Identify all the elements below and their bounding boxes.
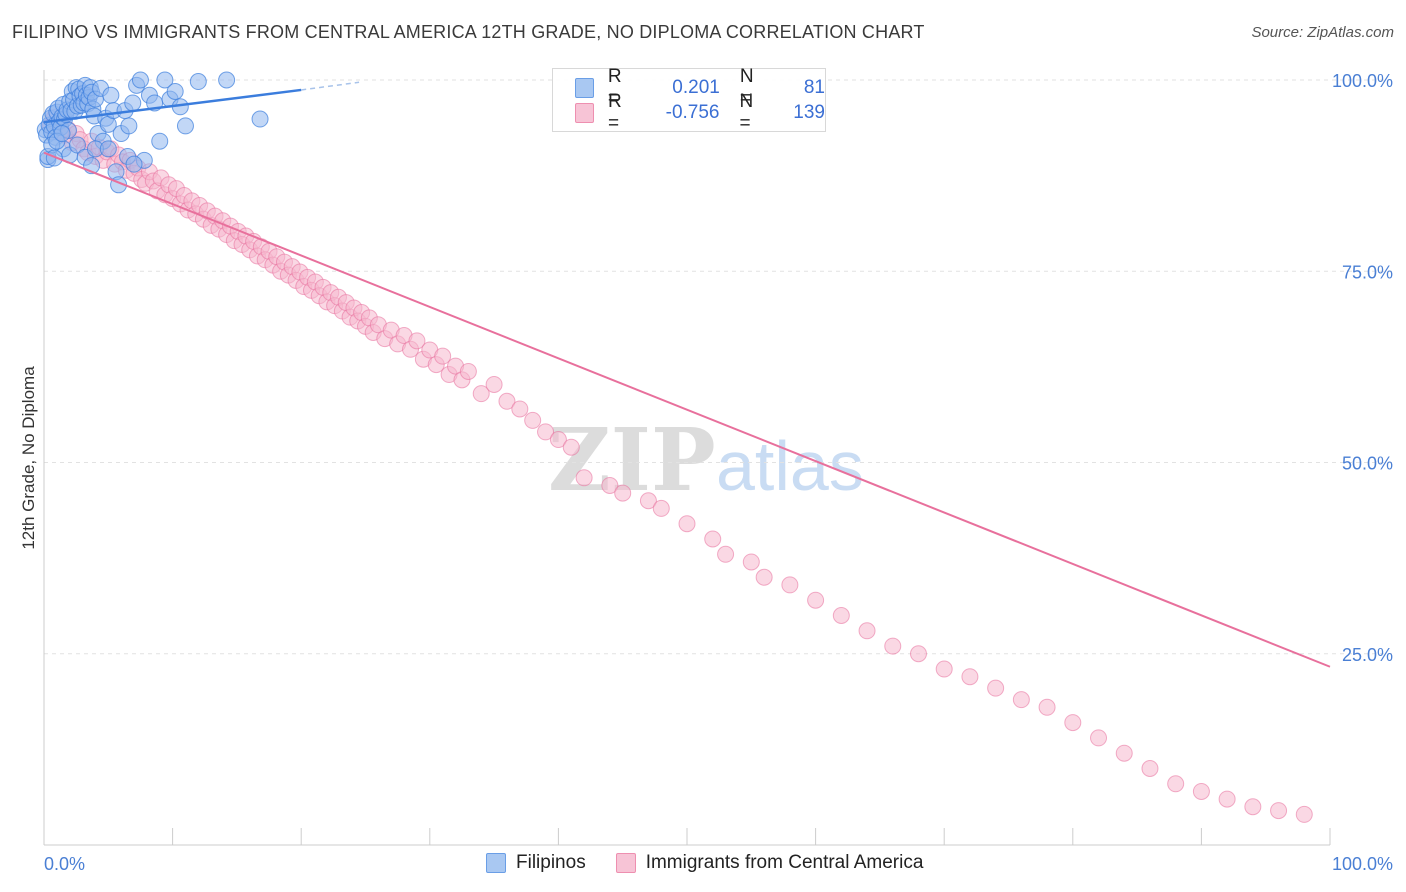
legend-n-label: N = [739, 91, 754, 134]
legend-n-label: N = [739, 66, 754, 109]
point-immigrants [807, 591, 825, 609]
point-immigrants [909, 645, 927, 663]
source-label: Source: ZipAtlas.com [1251, 24, 1394, 41]
legend-label-filipinos: Filipinos [516, 852, 586, 873]
point-filipinos [218, 71, 236, 89]
legend-r-label: R = [607, 66, 622, 109]
point-immigrants [614, 484, 632, 502]
legend-n-value: 81 [803, 77, 825, 98]
legend-item-filipinos: Filipinos [486, 852, 586, 874]
point-filipinos [251, 110, 269, 128]
y-tick-label: 50.0% [1342, 454, 1393, 474]
point-immigrants [961, 668, 979, 686]
trendline-filipinos [43, 88, 302, 124]
point-immigrants [575, 469, 593, 487]
point-immigrants [1244, 798, 1262, 816]
point-immigrants [1218, 790, 1236, 808]
point-filipinos [189, 73, 207, 91]
legend-r-value: -0.756 [665, 102, 720, 123]
point-filipinos [102, 86, 120, 104]
point-filipinos [151, 132, 169, 150]
legend-item-immigrants: Immigrants from Central America [615, 852, 924, 874]
point-immigrants [742, 553, 760, 571]
legend-r-label: R = [607, 91, 622, 134]
point-immigrants [935, 660, 953, 678]
point-immigrants [408, 332, 426, 350]
point-immigrants [755, 568, 773, 586]
legend-swatch-filipinos [486, 853, 506, 873]
point-immigrants [832, 607, 850, 624]
series-legend: Filipinos Immigrants from Central Americ… [486, 852, 953, 874]
point-filipinos [99, 140, 117, 158]
legend-row-filipinos: R = 0.201 N = 81 [575, 66, 825, 109]
point-immigrants [1192, 782, 1210, 800]
point-filipinos [125, 155, 143, 173]
legend-n-value: 139 [793, 102, 825, 123]
point-immigrants [1141, 760, 1159, 777]
y-tick-label: 75.0% [1342, 262, 1393, 282]
point-filipinos [131, 71, 149, 89]
point-immigrants [1270, 802, 1288, 820]
point-immigrants [987, 679, 1005, 697]
legend-swatch-immigrants [575, 103, 594, 123]
point-filipinos [45, 149, 63, 167]
point-immigrants [498, 392, 516, 410]
point-filipinos [176, 117, 194, 135]
point-filipinos [68, 136, 86, 154]
correlation-legend: R = 0.201 N = 81 R = -0.756 N = 139 [552, 66, 826, 134]
point-filipinos [53, 125, 71, 143]
point-immigrants [562, 438, 580, 456]
y-tick-label: 25.0% [1342, 645, 1393, 665]
legend-swatch-filipinos [575, 78, 594, 98]
point-filipinos [166, 82, 184, 100]
point-immigrants [511, 400, 529, 418]
point-immigrants [549, 431, 567, 449]
point-immigrants [537, 423, 555, 441]
point-immigrants [1167, 775, 1185, 793]
point-immigrants [884, 637, 902, 655]
x-tick-label: 100.0% [1332, 854, 1393, 874]
legend-swatch-immigrants [615, 853, 636, 873]
legend-row-immigrants: R = -0.756 N = 139 [575, 91, 825, 134]
point-immigrants [678, 515, 696, 533]
point-filipinos [120, 117, 138, 135]
point-immigrants [459, 362, 477, 380]
point-immigrants [858, 622, 876, 640]
point-immigrants [1012, 691, 1030, 709]
y-axis-label: 12th Grade, No Diploma [19, 366, 38, 550]
point-immigrants [717, 545, 735, 563]
point-immigrants [1115, 744, 1133, 762]
watermark-atlas: atlas [716, 427, 864, 505]
point-filipinos [124, 94, 142, 112]
x-tick-label: 0.0% [44, 854, 85, 874]
point-immigrants [1295, 805, 1313, 823]
point-immigrants [434, 347, 452, 365]
legend-r-value: 0.201 [672, 77, 720, 98]
trendline-filipinos-extension [301, 81, 360, 91]
chart-title: FILIPINO VS IMMIGRANTS FROM CENTRAL AMER… [12, 22, 925, 42]
point-immigrants [1064, 714, 1082, 732]
point-immigrants [1038, 698, 1056, 716]
point-immigrants [524, 411, 542, 429]
point-immigrants [652, 499, 670, 517]
legend-label-immigrants: Immigrants from Central America [645, 852, 924, 873]
y-tick-label: 100.0% [1332, 71, 1393, 91]
watermark-zip: ZIP [548, 410, 716, 511]
point-immigrants [601, 476, 619, 494]
point-immigrants [704, 530, 722, 548]
point-filipinos [156, 71, 174, 89]
point-immigrants [639, 492, 657, 510]
point-immigrants [1090, 729, 1108, 747]
point-immigrants [472, 385, 490, 403]
point-immigrants [781, 576, 799, 594]
point-immigrants [485, 375, 503, 393]
trendline-immigrants [43, 151, 1331, 668]
